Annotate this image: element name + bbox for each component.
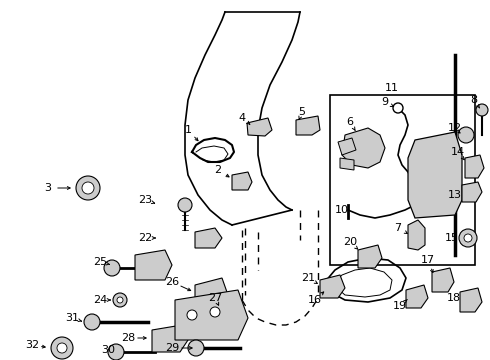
Text: 27: 27: [208, 293, 222, 303]
Text: 7: 7: [394, 223, 402, 233]
Text: 3: 3: [45, 183, 51, 193]
Text: 8: 8: [470, 95, 478, 105]
Polygon shape: [247, 118, 272, 136]
Text: 30: 30: [101, 345, 115, 355]
Circle shape: [84, 314, 100, 330]
Polygon shape: [358, 245, 382, 268]
Text: 11: 11: [385, 83, 399, 93]
Polygon shape: [465, 155, 484, 178]
Polygon shape: [338, 138, 356, 155]
Circle shape: [51, 337, 73, 359]
Circle shape: [187, 310, 197, 320]
Text: 6: 6: [346, 117, 353, 127]
Text: 17: 17: [421, 255, 435, 265]
Circle shape: [57, 343, 67, 353]
Circle shape: [476, 104, 488, 116]
Polygon shape: [408, 220, 425, 250]
Polygon shape: [408, 132, 462, 218]
Text: 29: 29: [165, 343, 179, 353]
Text: 18: 18: [447, 293, 461, 303]
Text: 5: 5: [298, 107, 305, 117]
Circle shape: [210, 307, 220, 317]
Circle shape: [459, 229, 477, 247]
Text: 12: 12: [448, 123, 462, 133]
Polygon shape: [135, 250, 172, 280]
Text: 25: 25: [93, 257, 107, 267]
Text: 4: 4: [239, 113, 245, 123]
Text: 32: 32: [25, 340, 39, 350]
Polygon shape: [296, 116, 320, 135]
Text: 22: 22: [138, 233, 152, 243]
Text: 16: 16: [308, 295, 322, 305]
Text: 1: 1: [185, 125, 192, 135]
Text: 24: 24: [93, 295, 107, 305]
Circle shape: [108, 344, 124, 360]
Circle shape: [76, 176, 100, 200]
Polygon shape: [195, 228, 222, 248]
Text: 21: 21: [301, 273, 315, 283]
Text: 20: 20: [343, 237, 357, 247]
Circle shape: [178, 198, 192, 212]
Polygon shape: [460, 288, 482, 312]
Circle shape: [464, 234, 472, 242]
Text: 28: 28: [121, 333, 135, 343]
Text: 15: 15: [445, 233, 459, 243]
Circle shape: [393, 103, 403, 113]
Text: 26: 26: [165, 277, 179, 287]
Circle shape: [117, 297, 123, 303]
Text: 2: 2: [215, 165, 221, 175]
Polygon shape: [462, 182, 482, 202]
Text: 31: 31: [65, 313, 79, 323]
Polygon shape: [432, 268, 454, 292]
Circle shape: [104, 260, 120, 276]
Circle shape: [188, 340, 204, 356]
Circle shape: [82, 182, 94, 194]
Polygon shape: [152, 325, 188, 352]
Polygon shape: [342, 128, 385, 168]
Polygon shape: [195, 278, 228, 308]
Polygon shape: [175, 290, 248, 340]
Polygon shape: [320, 275, 345, 298]
Polygon shape: [406, 285, 428, 308]
Text: 10: 10: [335, 205, 349, 215]
Polygon shape: [232, 172, 252, 190]
Text: 23: 23: [138, 195, 152, 205]
Bar: [330, 95, 475, 265]
Text: 19: 19: [393, 301, 407, 311]
Text: 9: 9: [381, 97, 389, 107]
Polygon shape: [340, 158, 354, 170]
Circle shape: [458, 127, 474, 143]
Text: 13: 13: [448, 190, 462, 200]
Circle shape: [113, 293, 127, 307]
Text: 14: 14: [451, 147, 465, 157]
